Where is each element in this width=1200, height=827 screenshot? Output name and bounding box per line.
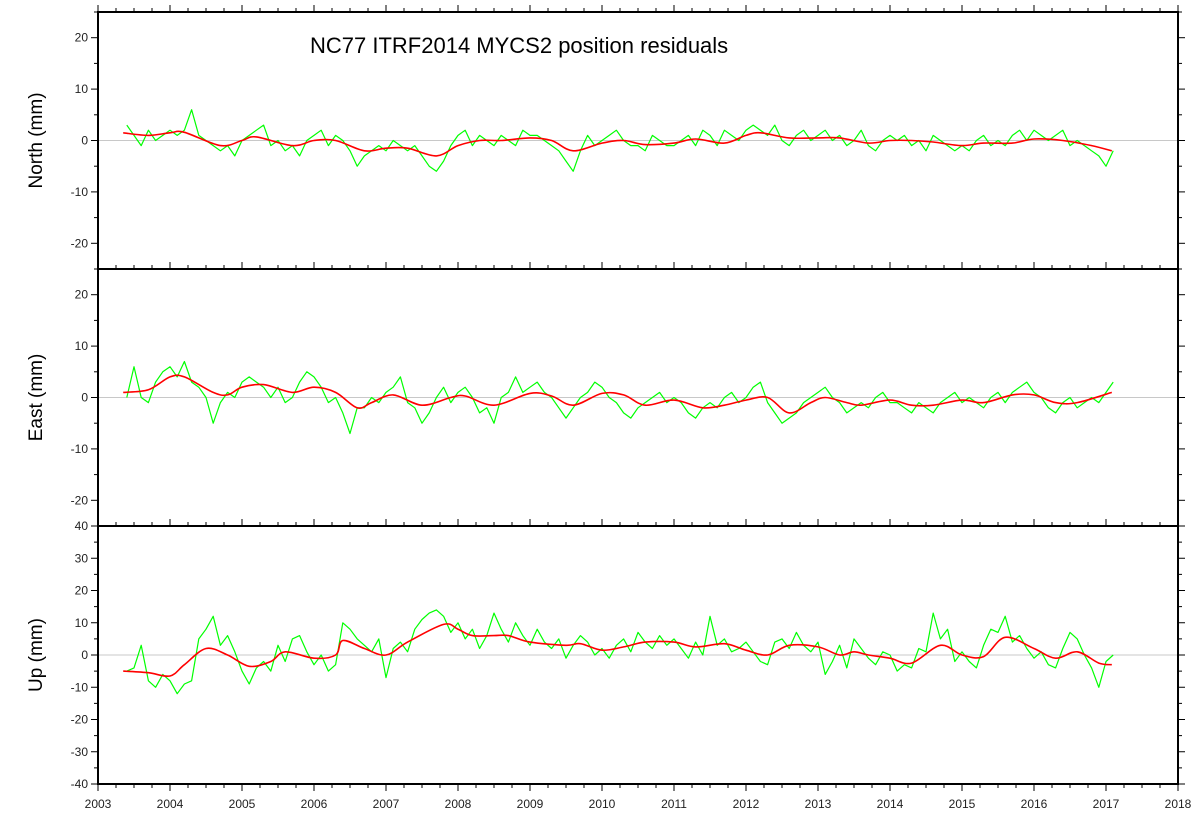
panel-up: 40 30 20 10 0 -10 -20 -30 -40 Up (mm) [26, 519, 1185, 791]
x-tick-label: 2017 [1093, 797, 1120, 811]
model-series-up [123, 623, 1112, 678]
y-tick-label: -30 [71, 745, 89, 759]
chart-title: NC77 ITRF2014 MYCS2 position residuals [310, 33, 728, 58]
x-tick-label: 2005 [229, 797, 256, 811]
x-tick-label: 2011 [661, 797, 687, 811]
x-tick-label: 2013 [805, 797, 832, 811]
x-tick-label: 2015 [949, 797, 976, 811]
y-tick-label: -10 [71, 680, 89, 694]
y-axis-title-east: East (mm) [26, 354, 47, 442]
model-series-east [123, 374, 1113, 414]
y-tick-label: 30 [75, 551, 89, 565]
y-tick-label: 0 [81, 391, 88, 405]
y-tick-label: 10 [75, 616, 89, 630]
y-tick-label: 10 [75, 82, 89, 96]
x-tick-label: 2003 [85, 797, 112, 811]
residual-series-east [126, 360, 1114, 435]
x-tick-label: 2006 [301, 797, 328, 811]
model-series-north [123, 130, 1113, 157]
x-tick-label: 2016 [1021, 797, 1048, 811]
y-tick-label: 10 [75, 339, 89, 353]
x-tick-label: 2004 [157, 797, 184, 811]
y-tick-label: 0 [81, 648, 88, 662]
x-tick-label: 2009 [517, 797, 544, 811]
y-tick-label: 20 [75, 31, 89, 45]
y-tick-label: 40 [75, 519, 89, 533]
x-tick-label: 2007 [373, 797, 400, 811]
y-tick-label: -20 [71, 236, 89, 250]
y-tick-label: -10 [71, 442, 89, 456]
y-axis-title-up: Up (mm) [26, 618, 47, 692]
y-tick-label: 20 [75, 584, 89, 598]
x-tick-label: 2012 [733, 797, 760, 811]
y-tick-label: -20 [71, 493, 89, 507]
y-tick-label: 20 [75, 288, 89, 302]
residual-series-up [126, 609, 1114, 695]
y-tick-label: -20 [71, 713, 89, 727]
y-axis-title-north: North (mm) [26, 92, 47, 188]
y-tick-label: -10 [71, 185, 89, 199]
y-tick-label: -40 [71, 777, 89, 791]
panel-east: 20 10 0 -10 -20 East (mm) [26, 262, 1185, 527]
x-tick-label: 2010 [589, 797, 616, 811]
x-tick-label: 2008 [445, 797, 472, 811]
y-tick-label: 0 [81, 134, 88, 148]
residual-series-north [126, 109, 1114, 172]
x-tick-label: 2014 [877, 797, 904, 811]
x-tick-label: 2018 [1165, 797, 1192, 811]
